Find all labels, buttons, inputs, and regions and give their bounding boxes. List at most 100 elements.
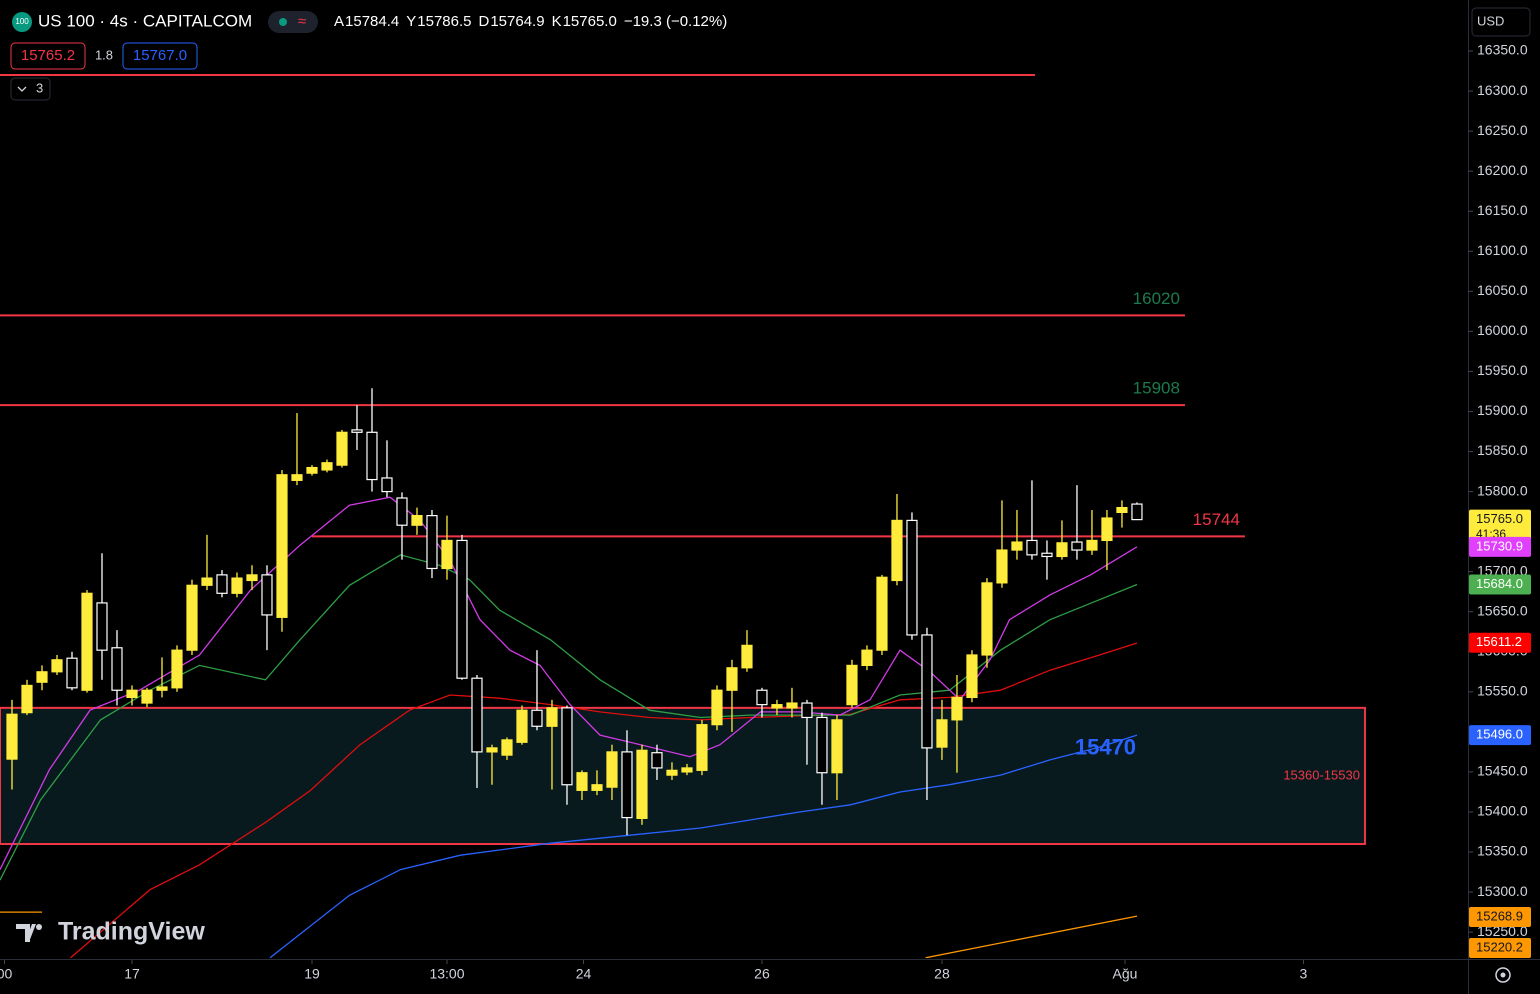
symbol-logo — [12, 12, 32, 32]
y-tick-label: 16200.0 — [1477, 162, 1528, 178]
candle-body — [156, 686, 168, 691]
y-tick-label: 15950.0 — [1477, 362, 1528, 378]
indicators-count[interactable]: 3 — [36, 80, 43, 95]
candle-body — [651, 752, 663, 769]
ohlc-letter: A — [334, 13, 344, 30]
candle-body — [321, 462, 333, 471]
candle-body — [771, 704, 783, 709]
status-pill[interactable] — [268, 11, 318, 33]
buy-button[interactable] — [122, 42, 198, 70]
candle-body — [936, 719, 948, 748]
buy-price[interactable]: 15767.0 — [133, 47, 187, 64]
brand-mark — [16, 924, 36, 942]
y-tick-label: 15650.0 — [1477, 602, 1528, 618]
y-tick-label: 15350.0 — [1477, 843, 1528, 859]
candle-body — [126, 689, 138, 699]
price-label: 15611.2 — [1476, 634, 1522, 649]
moving-average-line — [925, 915, 1138, 958]
candle-body — [621, 751, 633, 819]
price-label: 15220.2 — [1476, 939, 1523, 954]
candle-body — [66, 657, 78, 689]
indicators-toggle[interactable] — [10, 77, 51, 101]
y-tick-label: 16100.0 — [1477, 242, 1528, 258]
candle-body — [606, 751, 618, 788]
candle-body — [51, 659, 63, 673]
candle-body — [591, 784, 603, 791]
currency-button[interactable] — [1471, 7, 1531, 37]
price-label: 15765.0 — [1476, 511, 1523, 526]
ohlc-value: 15784.4 — [345, 13, 399, 30]
candle-body — [456, 539, 468, 679]
candle-body — [36, 671, 48, 683]
y-tick-label: 16250.0 — [1477, 122, 1528, 138]
candle-body — [726, 667, 738, 691]
ohlc-letter: D — [479, 13, 490, 30]
sell-price[interactable]: 15765.2 — [21, 47, 75, 64]
y-tick-label: 15450.0 — [1477, 763, 1528, 779]
candle-body — [141, 689, 153, 704]
settings-button[interactable] — [1495, 967, 1511, 983]
candle-body — [576, 772, 588, 791]
candle-body — [1056, 542, 1068, 558]
candle-body — [96, 602, 108, 651]
candle-body — [306, 466, 318, 474]
annotation: 15470 — [1075, 735, 1136, 760]
symbol-logo-text: 100 — [15, 17, 29, 26]
candle-body — [216, 574, 228, 594]
candle-body — [696, 724, 708, 771]
y-tick-label: 16050.0 — [1477, 282, 1528, 298]
candle-body — [741, 644, 753, 669]
candle-body — [381, 477, 393, 493]
brand-dot — [36, 924, 42, 930]
candle-body — [1026, 539, 1038, 556]
settings-icon — [1500, 972, 1506, 978]
candle-body — [336, 431, 348, 466]
candle-body — [351, 429, 363, 433]
candle-body — [546, 707, 558, 727]
candle-body — [786, 702, 798, 709]
candle-body — [801, 702, 813, 719]
price-label: 15268.9 — [1476, 908, 1523, 923]
chevron-icon — [17, 86, 27, 92]
symbol-title[interactable]: US 100 · 4s · CAPITALCOM — [38, 11, 252, 30]
candle-body — [81, 592, 93, 691]
candle-body — [816, 716, 828, 774]
candle-body — [921, 634, 933, 749]
x-tick-label: 13:00 — [429, 966, 464, 982]
y-tick-label: 15550.0 — [1477, 683, 1528, 699]
candle-body — [6, 713, 18, 760]
y-tick-label: 16000.0 — [1477, 322, 1528, 338]
brand-logo: TradingView — [16, 918, 205, 946]
price-label: 15684.0 — [1476, 576, 1523, 591]
y-tick-label: 15700.0 — [1477, 562, 1528, 578]
candle-body — [756, 689, 768, 706]
sell-button[interactable] — [10, 42, 86, 70]
candle-body — [711, 689, 723, 726]
x-tick-label: 28 — [934, 966, 950, 982]
x-tick-label: 3 — [1300, 966, 1308, 982]
candle-body — [186, 584, 198, 651]
candle-body — [666, 769, 678, 776]
candle-body — [231, 577, 243, 594]
candle-body — [201, 577, 213, 586]
candle-body — [981, 582, 993, 656]
ohlc-value: 15764.9 — [490, 13, 544, 30]
candle-body — [396, 497, 408, 526]
candle-body — [846, 664, 858, 706]
price-change: −19.3 (−0.12%) — [624, 13, 727, 30]
candle-body — [561, 707, 573, 786]
support-zone — [0, 706, 1366, 846]
y-tick-label: 16350.0 — [1477, 42, 1528, 58]
candle-body — [966, 654, 978, 699]
candle-body — [891, 519, 903, 582]
candle-body — [861, 649, 873, 666]
candle-body — [291, 474, 303, 481]
currency[interactable]: USD — [1477, 13, 1504, 28]
price-label-badge — [1469, 536, 1531, 557]
moving-average-line — [269, 734, 1138, 958]
y-tick-label: 15800.0 — [1477, 482, 1528, 498]
candle-body — [516, 709, 528, 743]
candle-body — [1101, 517, 1113, 542]
level-label: 15908 — [1133, 379, 1180, 398]
price-label-badge — [1469, 938, 1531, 958]
